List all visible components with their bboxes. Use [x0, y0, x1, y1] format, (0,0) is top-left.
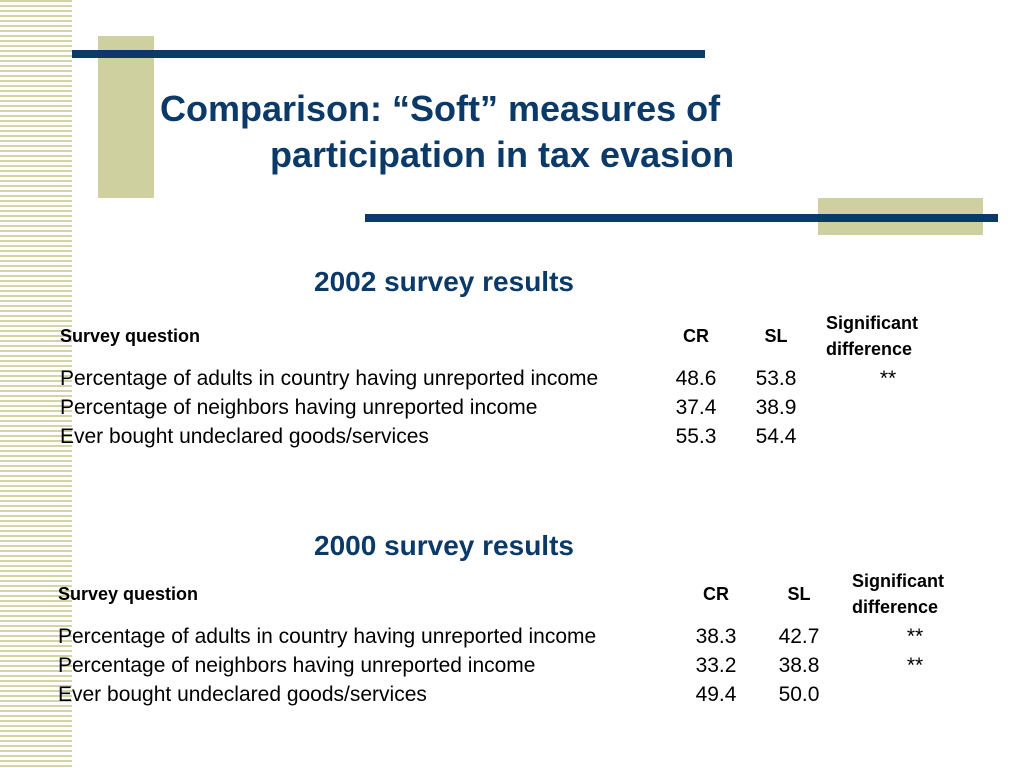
- row-cr: 48.6: [675, 367, 717, 390]
- row-sl: 38.8: [778, 654, 820, 677]
- column-header-cr: CR: [683, 326, 709, 346]
- row-question: Ever bought undeclared goods/services: [60, 425, 429, 448]
- row-significance: [842, 680, 988, 709]
- table-row: Percentage of adults in country having u…: [60, 364, 960, 393]
- row-question: Percentage of adults in country having u…: [60, 367, 599, 390]
- row-cr: 33.2: [695, 654, 737, 677]
- row-significance: [816, 393, 960, 422]
- column-header-significant: Significant difference: [826, 313, 919, 359]
- row-cr: 37.4: [675, 396, 717, 419]
- accent-line-bottom: [365, 214, 998, 222]
- table-row: Percentage of neighbors having unreporte…: [60, 393, 960, 422]
- row-sl: 38.9: [755, 396, 797, 419]
- slide-title-line1: Comparison: “Soft” measures of: [160, 88, 721, 129]
- row-sl: 54.4: [755, 425, 797, 448]
- column-header-cr: CR: [703, 584, 729, 604]
- column-header-question: Survey question: [58, 584, 199, 604]
- column-header-sl: SL: [787, 584, 811, 604]
- row-cr: 38.3: [695, 625, 737, 648]
- column-header-significant: Significant difference: [852, 571, 945, 617]
- row-cr: 55.3: [675, 425, 717, 448]
- row-question: Ever bought undeclared goods/services: [58, 683, 427, 706]
- accent-block-left: [98, 36, 154, 198]
- accent-line-top: [72, 50, 705, 58]
- table-2000: Survey question CR SL Significant differ…: [58, 566, 988, 709]
- row-question: Percentage of neighbors having unreporte…: [60, 396, 538, 419]
- row-cr: 49.4: [695, 683, 737, 706]
- table-2000-heading: 2000 survey results: [314, 530, 574, 561]
- slide-title: Comparison: “Soft” measures of participa…: [160, 86, 890, 178]
- row-sl: 50.0: [778, 683, 820, 706]
- slide-title-line2: participation in tax evasion: [270, 134, 735, 175]
- table-row: Ever bought undeclared goods/services 49…: [58, 680, 988, 709]
- row-significance: **: [879, 367, 897, 390]
- column-header-question: Survey question: [60, 326, 201, 346]
- row-significance: [816, 422, 960, 451]
- table-header-row: Survey question CR SL Significant differ…: [60, 308, 960, 364]
- column-header-sl: SL: [764, 326, 788, 346]
- table-2002-heading: 2002 survey results: [314, 266, 574, 297]
- row-sl: 53.8: [755, 367, 797, 390]
- table-row: Percentage of adults in country having u…: [58, 622, 988, 651]
- striped-sidebar-decoration: [0, 0, 72, 768]
- row-significance: **: [906, 654, 924, 677]
- row-sl: 42.7: [778, 625, 820, 648]
- table-header-row: Survey question CR SL Significant differ…: [58, 566, 988, 622]
- row-question: Percentage of adults in country having u…: [58, 625, 597, 648]
- table-2002: Survey question CR SL Significant differ…: [60, 308, 960, 451]
- row-question: Percentage of neighbors having unreporte…: [58, 654, 536, 677]
- row-significance: **: [906, 625, 924, 648]
- table-row: Percentage of neighbors having unreporte…: [58, 651, 988, 680]
- table-row: Ever bought undeclared goods/services 55…: [60, 422, 960, 451]
